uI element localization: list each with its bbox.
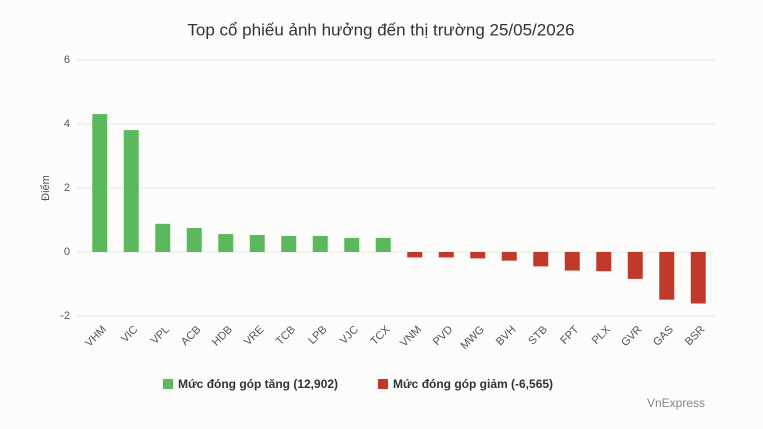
- bar: [155, 223, 171, 252]
- bar: [407, 252, 423, 258]
- x-tick-label: PVD: [431, 324, 456, 349]
- y-tick-label: 4: [64, 118, 70, 130]
- x-tick-label: STB: [526, 324, 550, 348]
- legend-swatch: [163, 379, 173, 389]
- bar: [533, 252, 549, 267]
- y-tick-label: 6: [64, 54, 70, 66]
- x-tick-label: PLX: [590, 323, 614, 347]
- legend-swatch: [378, 379, 388, 389]
- bar: [470, 252, 486, 259]
- bar: [564, 252, 580, 271]
- bar: [438, 252, 454, 258]
- bar: [501, 252, 517, 261]
- y-tick-label: 2: [64, 182, 70, 194]
- bar: [218, 234, 234, 252]
- bar: [186, 228, 202, 252]
- x-tick-label: MWG: [459, 324, 487, 352]
- x-tick-label: LPB: [306, 324, 329, 347]
- x-tick-label: TCX: [368, 323, 393, 348]
- x-tick-label: VRE: [242, 324, 266, 348]
- bar: [596, 252, 612, 272]
- bar: [690, 252, 706, 304]
- x-tick-label: BSR: [683, 324, 708, 349]
- x-tick-label: BVH: [494, 324, 519, 349]
- legend-label: Mức đóng góp giảm (-6,565): [393, 377, 553, 391]
- bar: [123, 130, 139, 252]
- bar: [92, 114, 108, 252]
- x-tick-label: VHM: [83, 324, 109, 350]
- x-tick-label: ACB: [179, 324, 203, 348]
- x-tick-label: VNM: [398, 324, 424, 350]
- y-axis-label: Điểm: [40, 175, 52, 201]
- chart-title: Top cổ phiếu ảnh hưởng đến thị trường 25…: [187, 20, 574, 39]
- x-tick-label: GVR: [619, 324, 644, 349]
- x-tick-label: VIC: [119, 324, 140, 345]
- bar: [375, 237, 391, 252]
- x-tick-label: TCB: [274, 324, 298, 348]
- legend-label: Mức đóng góp tăng (12,902): [178, 377, 338, 391]
- y-tick-label: 0: [64, 246, 70, 258]
- x-tick-label: HDB: [210, 324, 235, 349]
- bar: [627, 252, 643, 279]
- y-tick-label: -2: [60, 310, 70, 322]
- bar: [344, 237, 360, 252]
- source: VnExpress: [647, 396, 705, 410]
- x-tick-label: VPL: [149, 324, 172, 347]
- bar: [249, 235, 265, 252]
- bar: [659, 252, 675, 300]
- bar: [281, 236, 297, 252]
- x-tick-label: GAS: [651, 324, 676, 349]
- x-tick-label: VJC: [338, 324, 361, 347]
- x-tick-label: FPT: [558, 323, 581, 346]
- bar: [312, 236, 328, 252]
